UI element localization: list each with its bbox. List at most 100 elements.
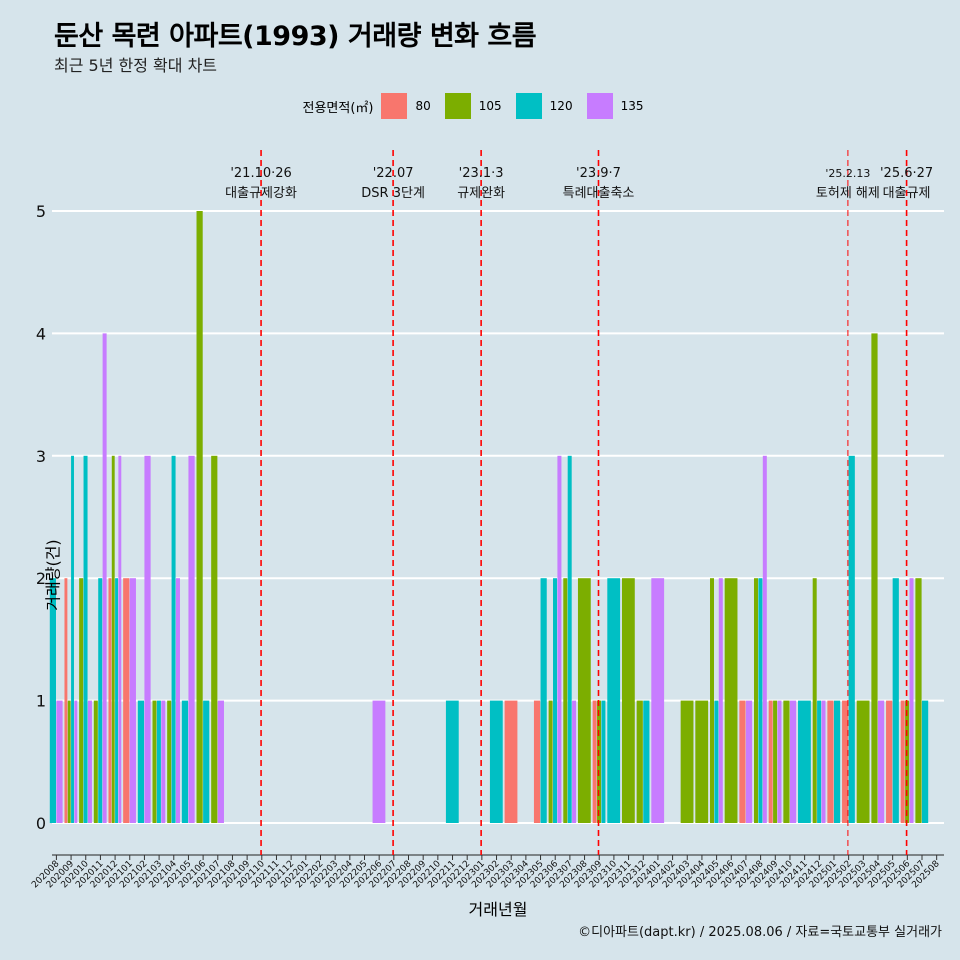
bar-202406-105 xyxy=(724,578,738,823)
bar-202011-120 xyxy=(98,578,103,823)
bar-202012-120 xyxy=(115,578,118,823)
bar-202010-120 xyxy=(83,455,88,823)
bar-202409-80 xyxy=(768,700,773,823)
event-text-label: 특례대출축소 xyxy=(563,186,635,201)
bar-202009-120 xyxy=(71,455,74,823)
bar-202504-105 xyxy=(871,333,878,823)
legend-title: 전용면적(㎡) xyxy=(302,100,374,116)
bar-202107-105 xyxy=(211,455,218,823)
bar-202103-105 xyxy=(152,700,157,823)
bar-202012-105 xyxy=(111,455,115,823)
x-axis-label: 거래년월 xyxy=(468,900,528,919)
bar-202502-120 xyxy=(848,455,855,823)
event-date-label: '21.10·26 xyxy=(230,166,291,181)
bar-202104-135 xyxy=(175,578,180,823)
legend: 전용면적(㎡) 80 105 120 135 xyxy=(0,93,960,119)
bar-202412-105 xyxy=(812,578,817,823)
bar-202104-120 xyxy=(171,455,176,823)
bar-202405-135 xyxy=(718,578,723,823)
bar-202407-80 xyxy=(739,700,746,823)
y-tick-label: 2 xyxy=(36,569,46,588)
bar-202106-120 xyxy=(203,700,210,823)
bar-202403-105 xyxy=(680,700,694,823)
y-axis-label: 거래량(건) xyxy=(43,539,63,611)
y-tick-label: 4 xyxy=(36,324,46,343)
chart-subtitle: 최근 5년 한정 확대 차트 xyxy=(54,56,218,75)
source-caption: ©디아파트(dapt.kr) / 2025.08.06 / 자료=국토교통부 실… xyxy=(578,925,942,940)
bar-202507-105 xyxy=(915,578,922,823)
bar-202009-80 xyxy=(64,578,68,823)
bar-202410-105 xyxy=(783,700,790,823)
bar-202410-135 xyxy=(789,700,797,823)
bar-202011-105 xyxy=(93,700,98,823)
bar-202404-105 xyxy=(695,700,709,823)
chart-title: 둔산 목련 아파트(1993) 거래량 변화 흐름 xyxy=(54,21,537,52)
bar-202106-105 xyxy=(196,211,203,823)
bar-202302-120 xyxy=(489,700,503,823)
legend-key-120 xyxy=(515,93,542,119)
bar-202506-135 xyxy=(909,578,914,823)
bar-202308-105 xyxy=(577,578,591,823)
bar-202012-135 xyxy=(118,455,122,823)
bar-202102-120 xyxy=(137,700,145,823)
bar-202411-120 xyxy=(798,700,811,823)
bar-202305-120 xyxy=(540,578,547,823)
bar-202011-135 xyxy=(102,333,107,823)
y-tick-label: 0 xyxy=(36,814,46,833)
y-tick-label: 3 xyxy=(36,447,46,466)
bar-202206-135 xyxy=(372,700,386,823)
bar-202503-105 xyxy=(856,700,870,823)
bar-202504-135 xyxy=(877,700,885,823)
bar-202405-105 xyxy=(709,578,714,823)
bar-202008-135 xyxy=(56,700,63,823)
legend-label-105: 105 xyxy=(478,99,502,113)
bar-202309-80 xyxy=(592,700,597,823)
y-tick-label: 5 xyxy=(36,202,46,221)
bar-202310-120 xyxy=(607,578,621,823)
event-text-label: DSR 3단계 xyxy=(361,186,425,201)
bar-202408-135 xyxy=(762,455,767,823)
legend-label-80: 80 xyxy=(415,99,431,113)
event-text-label: 대출규제강화 xyxy=(225,186,297,201)
bar-202408-105 xyxy=(754,578,759,823)
bar-202306-135 xyxy=(557,455,562,823)
event-date-label: '23.9·7 xyxy=(576,166,621,181)
legend-key-80 xyxy=(381,93,408,119)
bar-202107-135 xyxy=(217,700,224,823)
bar-202311-105 xyxy=(621,578,635,823)
event-text-label: 대출규제 xyxy=(883,186,931,201)
event-date-label: '23.1·3 xyxy=(459,166,504,181)
bar-202307-135 xyxy=(572,700,577,823)
legend-key-105 xyxy=(444,93,471,119)
legend-key-135 xyxy=(586,93,613,119)
bar-202409-105 xyxy=(773,700,778,823)
bar-202009-135 xyxy=(74,700,78,823)
bar-202506-80 xyxy=(900,700,905,823)
legend-label-135: 135 xyxy=(620,99,644,113)
bar-202412-135 xyxy=(821,700,826,823)
bar-202012-80 xyxy=(108,578,112,823)
bar-202412-120 xyxy=(817,700,822,823)
bar-202008-120 xyxy=(49,578,57,823)
event-date-label: '25.6·27 xyxy=(880,166,933,181)
event-date-label: '22.07 xyxy=(373,166,414,181)
bar-202312-120 xyxy=(643,700,650,823)
bar-202105-135 xyxy=(188,455,195,823)
bar-202401-135 xyxy=(651,578,665,823)
bar-202505-80 xyxy=(886,700,893,823)
bar-202306-120 xyxy=(553,578,558,823)
bar-202409-135 xyxy=(777,700,782,823)
bar-202105-120 xyxy=(181,700,189,823)
bar-202101-80 xyxy=(123,578,130,823)
event-text-label: 토허제 해제 xyxy=(816,186,880,201)
bar-202303-80 xyxy=(504,700,518,823)
bar-202009-105 xyxy=(67,700,71,823)
y-tick-label: 1 xyxy=(36,692,46,711)
event-date-label: '25.2.13 xyxy=(825,167,870,180)
bar-202010-135 xyxy=(87,700,92,823)
bar-202103-135 xyxy=(161,700,166,823)
bar-202104-105 xyxy=(167,700,172,823)
bar-202501-120 xyxy=(833,700,841,823)
bar-202101-135 xyxy=(129,578,136,823)
